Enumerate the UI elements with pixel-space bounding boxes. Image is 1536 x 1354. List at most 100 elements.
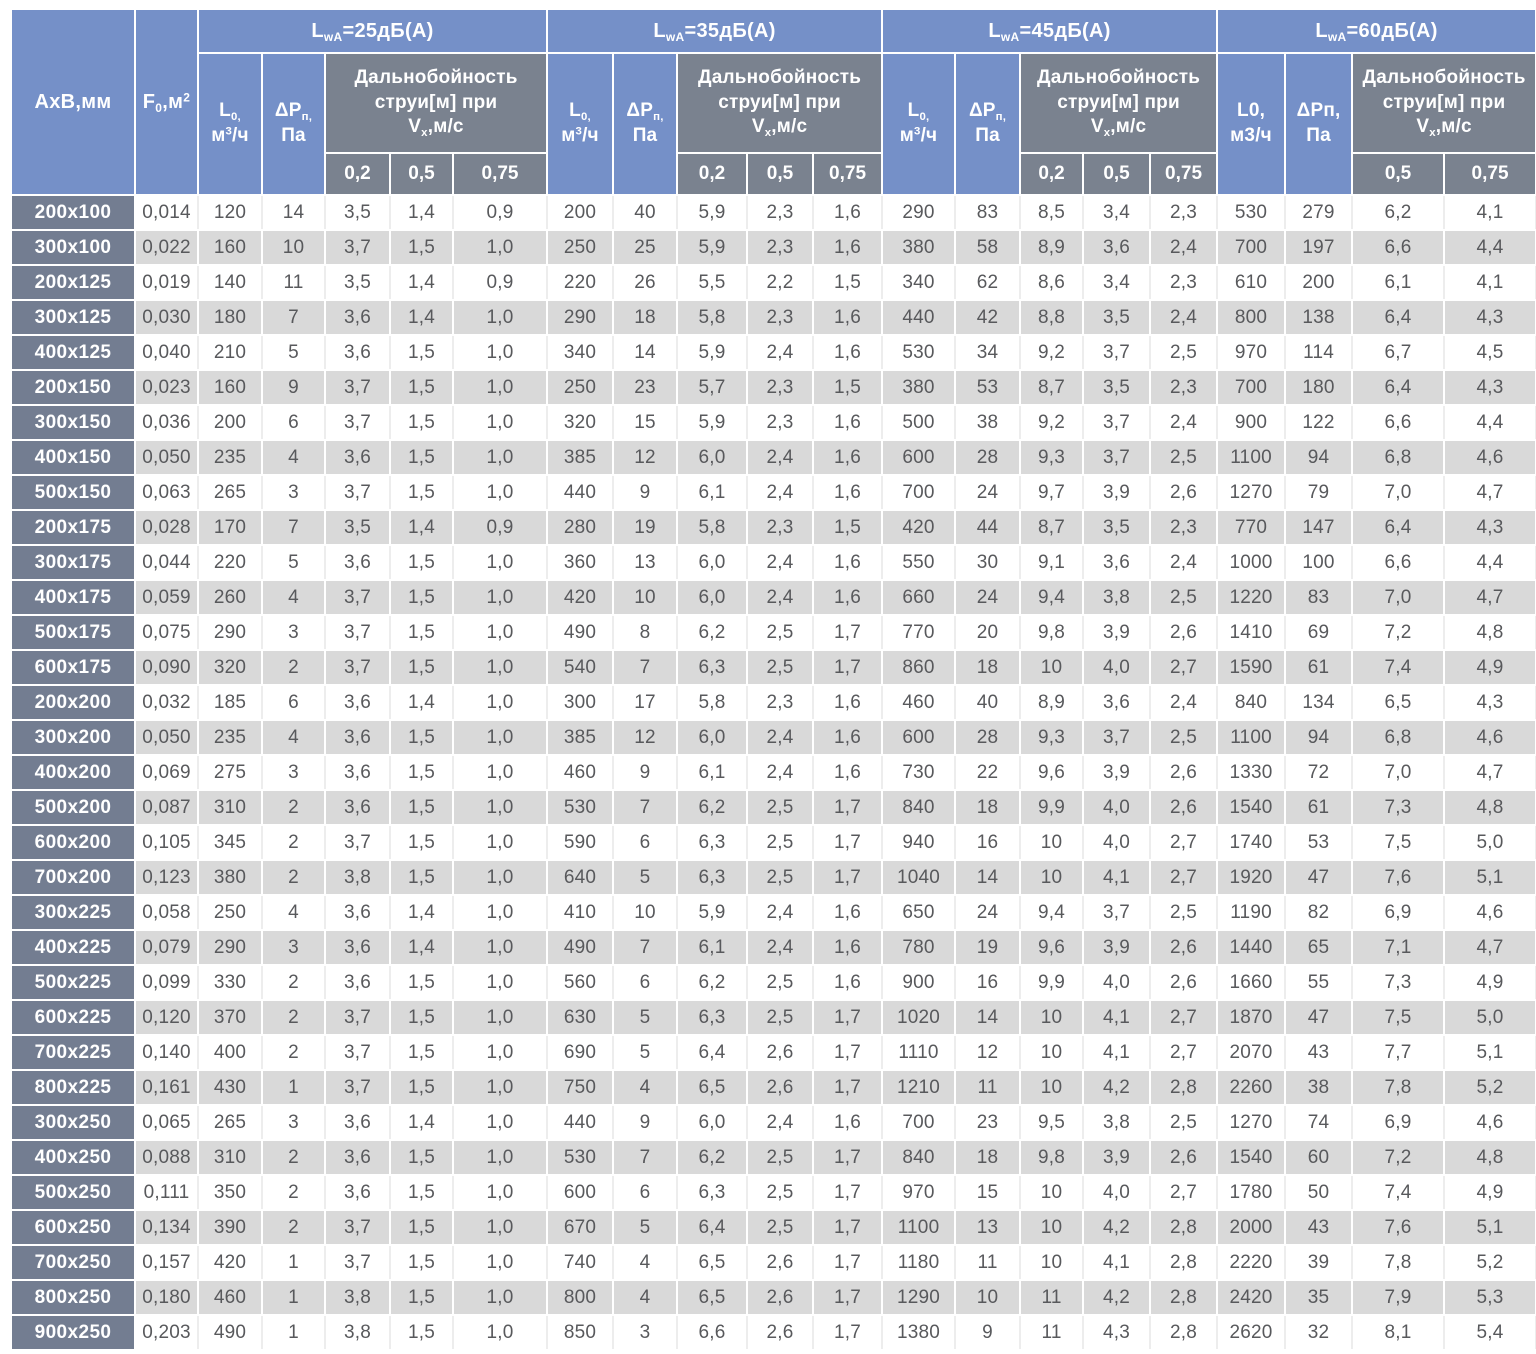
cell: 4,5: [1444, 335, 1536, 371]
cell: 6,1: [1352, 265, 1446, 301]
cell: 900: [1217, 405, 1287, 441]
cell: 3,5: [1083, 370, 1152, 406]
band-header-25dba: LwA=25дБ(А): [198, 10, 549, 54]
cell: 6,9: [1352, 895, 1446, 931]
cell: 385: [547, 720, 615, 756]
cell: 0,050: [135, 440, 199, 476]
cell: 2,4: [747, 580, 815, 616]
cell: 9,3: [1020, 440, 1085, 476]
cell: 1,5: [390, 370, 454, 406]
row-header-size: 200x200: [12, 685, 136, 721]
cell: 4,2: [1083, 1070, 1152, 1106]
table-row: 200x125 0,019 140 11 3,5 1,4 0,9 220 26 5,5 2,2 1,5…: [12, 265, 1536, 301]
cell: 2,7: [1150, 825, 1219, 861]
row-header-size: 500x225: [12, 965, 136, 1001]
cell: 10: [1020, 1035, 1085, 1071]
cell: 0,069: [135, 755, 199, 791]
cell: 14: [955, 1000, 1022, 1036]
cell: 2,4: [747, 545, 815, 581]
cell: 530: [547, 1140, 615, 1176]
cell: 3: [262, 475, 326, 511]
cell: 4: [613, 1070, 679, 1106]
cell: 2,6: [747, 1280, 815, 1316]
row-header-size: 500x250: [12, 1175, 136, 1211]
cell: 1,5: [390, 1000, 454, 1036]
cell: 6,3: [677, 1000, 749, 1036]
cell: 1,7: [813, 1280, 884, 1316]
cell: 4,0: [1083, 790, 1152, 826]
cell: 1,0: [453, 685, 549, 721]
table-row: 900x250 0,203 490 1 3,8 1,5 1,0 850 3 6,6 2,6 1,7 13…: [12, 1315, 1536, 1351]
cell: 197: [1285, 230, 1354, 266]
cell: 220: [547, 265, 615, 301]
cell: 2,5: [747, 825, 815, 861]
header-row-bands: АхВ,мм F0,м2 LwA=25дБ(А) LwA=35дБ(А) LwA…: [12, 10, 1536, 196]
cell: 2,3: [1150, 510, 1219, 546]
cell: 2,6: [1150, 965, 1219, 1001]
cell: 18: [955, 650, 1022, 686]
cell: 380: [198, 860, 263, 896]
cell: 1,4: [390, 930, 454, 966]
cell: 3,7: [325, 405, 391, 441]
table-row: 600x200 0,105 345 2 3,7 1,5 1,0 590 6 6,3 2,5 1,7 94…: [12, 825, 1536, 861]
cell: 0,014: [135, 195, 199, 231]
cell: 8,1: [1352, 1315, 1446, 1351]
cell: 7,4: [1352, 650, 1446, 686]
cell: 4: [262, 580, 326, 616]
cell: 1,4: [390, 300, 454, 336]
row-header-size: 200x175: [12, 510, 136, 546]
cell: 700: [882, 475, 957, 511]
cell: 4,2: [1083, 1280, 1152, 1316]
cell: 10: [613, 895, 679, 931]
cell: 360: [547, 545, 615, 581]
table-row: 200x175 0,028 170 7 3,5 1,4 0,9 280 19 5,8 2,3 1,5 4…: [12, 510, 1536, 546]
row-header-size: 700x200: [12, 860, 136, 896]
cell: 3,7: [325, 1070, 391, 1106]
row-header-size: 400x225: [12, 930, 136, 966]
cell: 10: [262, 230, 326, 266]
cell: 4,4: [1444, 545, 1536, 581]
cell: 147: [1285, 510, 1354, 546]
cell: 4,1: [1444, 195, 1536, 231]
cell: 1330: [1217, 755, 1287, 791]
cell: 1,5: [390, 580, 454, 616]
col-header-dp-45: ΔРп, Па: [955, 53, 1022, 196]
cell: 2220: [1217, 1245, 1287, 1281]
cell: 770: [1217, 510, 1287, 546]
cell: 8,8: [1020, 300, 1085, 336]
cell: 8: [613, 615, 679, 651]
cell: 970: [1217, 335, 1287, 371]
cell: 0,105: [135, 825, 199, 861]
cell: 310: [198, 1140, 263, 1176]
row-header-size: 200x125: [12, 265, 136, 301]
table-row: 300x175 0,044 220 5 3,6 1,5 1,0 360 13 6,0 2,4 1,6 5…: [12, 545, 1536, 581]
cell: 4,8: [1444, 615, 1536, 651]
cell: 1,6: [813, 440, 884, 476]
cell: 0,111: [135, 1175, 199, 1211]
table-row: 700x250 0,157 420 1 3,7 1,5 1,0 740 4 6,5 2,6 1,7 11…: [12, 1245, 1536, 1281]
cell: 1,0: [453, 1315, 549, 1351]
cell: 4,1: [1444, 265, 1536, 301]
cell: 4,1: [1083, 1035, 1152, 1071]
cell: 9,8: [1020, 615, 1085, 651]
cell: 1,0: [453, 1210, 549, 1246]
cell: 1,5: [813, 265, 884, 301]
cell: 345: [198, 825, 263, 861]
cell: 2,5: [1150, 895, 1219, 931]
cell: 1870: [1217, 1000, 1287, 1036]
row-header-size: 400x250: [12, 1140, 136, 1176]
cell: 1780: [1217, 1175, 1287, 1211]
cell: 1,6: [813, 930, 884, 966]
cell: 60: [1285, 1140, 1354, 1176]
cell: 220: [198, 545, 263, 581]
cell: 200: [198, 405, 263, 441]
cell: 1,5: [390, 475, 454, 511]
cell: 3,8: [1083, 1105, 1152, 1141]
cell: 4,6: [1444, 895, 1536, 931]
cell: 250: [547, 230, 615, 266]
cell: 1,6: [813, 300, 884, 336]
cell: 2,6: [1150, 755, 1219, 791]
cell: 235: [198, 720, 263, 756]
cell: 13: [613, 545, 679, 581]
cell: 4,3: [1444, 370, 1536, 406]
